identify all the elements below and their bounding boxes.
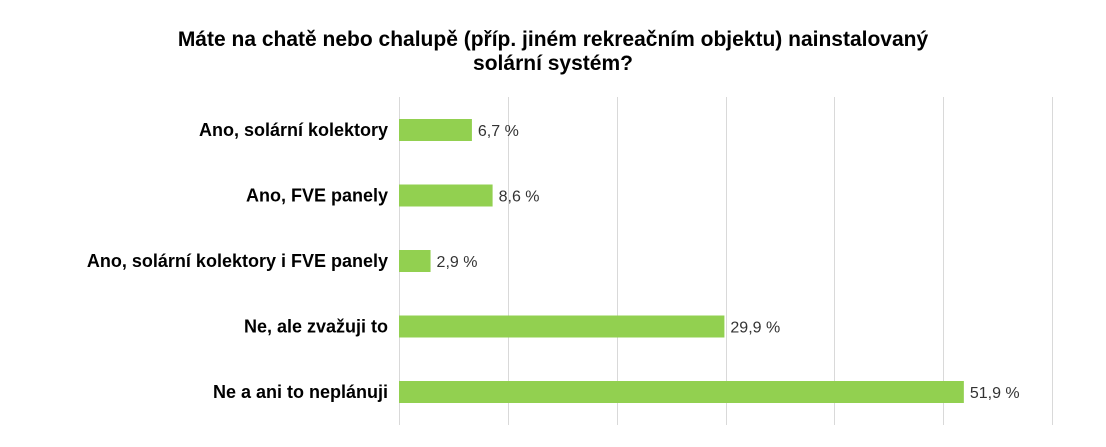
data-label: 8,6 %: [499, 189, 540, 206]
category-label: Ano, solární kolektory: [199, 120, 388, 140]
bar: [399, 315, 725, 338]
gridlines: [399, 97, 1053, 425]
data-label: 2,9 %: [437, 254, 478, 271]
bar: [399, 184, 493, 207]
data-label: 6,7 %: [478, 123, 519, 140]
data-label: 29,9 %: [730, 320, 780, 337]
data-label: 51,9 %: [970, 385, 1020, 402]
chart-title: Máte na chatě nebo chalupě (příp. jiném …: [0, 28, 1106, 76]
chart-title-line-2: solární systém?: [473, 52, 633, 75]
bar: [399, 119, 472, 141]
category-label: Ne a ani to neplánuji: [213, 382, 388, 402]
chart-title-line-1: Máte na chatě nebo chalupě (příp. jiném …: [177, 28, 929, 51]
bar: [399, 250, 431, 272]
bar: [399, 381, 964, 403]
category-label: Ne, ale zvažuji to: [244, 317, 388, 337]
category-label: Ano, solární kolektory i FVE panely: [87, 251, 388, 271]
category-label: Ano, FVE panely: [246, 186, 388, 206]
